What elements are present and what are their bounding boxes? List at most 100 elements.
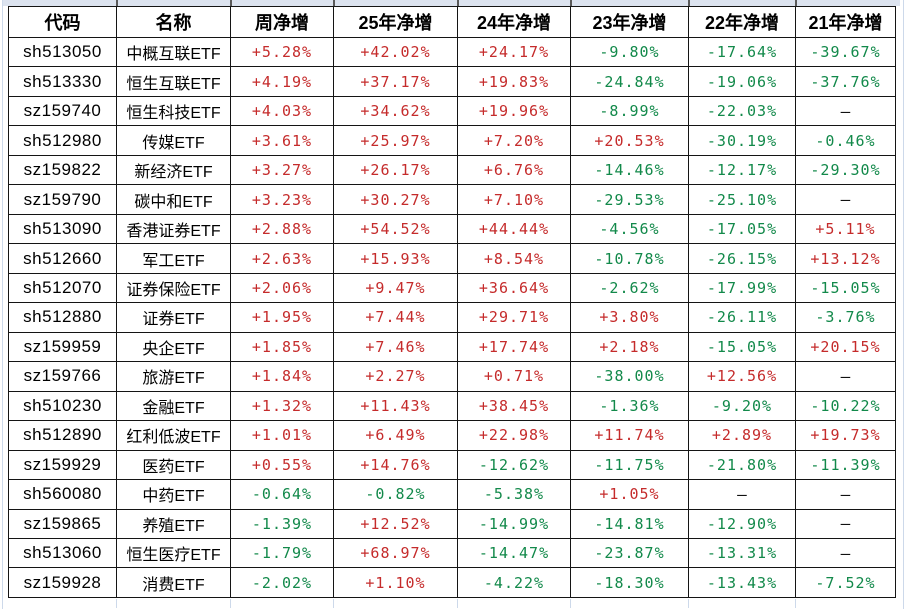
value-cell[interactable]: +34.62% bbox=[333, 95, 458, 127]
value-cell[interactable]: +26.17% bbox=[333, 154, 458, 186]
value-cell[interactable]: +7.44% bbox=[333, 302, 458, 333]
value-cell[interactable]: +54.52% bbox=[333, 213, 458, 245]
value-cell[interactable]: +3.80% bbox=[570, 302, 689, 333]
value-cell[interactable]: -0.64% bbox=[230, 479, 334, 510]
value-cell[interactable]: -15.05% bbox=[688, 331, 796, 363]
value-cell[interactable]: +2.88% bbox=[230, 213, 334, 245]
value-cell[interactable]: -19.06% bbox=[688, 66, 796, 97]
value-cell[interactable]: +1.95% bbox=[230, 302, 334, 333]
value-cell[interactable]: -14.99% bbox=[457, 508, 571, 539]
column-header-3[interactable]: 25年净增 bbox=[333, 6, 458, 38]
etf-name-cell[interactable]: 红利低波ETF bbox=[116, 420, 231, 451]
value-cell[interactable]: +1.84% bbox=[230, 361, 334, 392]
value-cell[interactable]: +20.53% bbox=[570, 125, 689, 156]
value-cell[interactable]: -17.05% bbox=[688, 213, 796, 245]
etf-name-cell[interactable]: 军工ETF bbox=[116, 243, 231, 274]
value-cell[interactable]: — bbox=[795, 184, 896, 215]
etf-name-cell[interactable]: 旅游ETF bbox=[116, 361, 231, 392]
column-header-2[interactable]: 周净增 bbox=[230, 6, 334, 38]
value-cell[interactable]: +13.12% bbox=[795, 243, 896, 274]
value-cell[interactable]: -13.31% bbox=[688, 537, 796, 569]
etf-name-cell[interactable]: 恒生科技ETF bbox=[116, 95, 231, 127]
value-cell[interactable]: -1.39% bbox=[230, 508, 334, 539]
value-cell[interactable]: -14.81% bbox=[570, 508, 689, 539]
value-cell[interactable]: -29.53% bbox=[570, 184, 689, 215]
value-cell[interactable]: -2.62% bbox=[570, 272, 689, 304]
value-cell[interactable]: +7.20% bbox=[457, 125, 571, 156]
value-cell[interactable]: +1.01% bbox=[230, 420, 334, 451]
value-cell[interactable]: +1.32% bbox=[230, 390, 334, 422]
column-header-6[interactable]: 22年净增 bbox=[688, 6, 796, 38]
value-cell[interactable]: — bbox=[688, 479, 796, 510]
value-cell[interactable]: -4.56% bbox=[570, 213, 689, 245]
column-header-0[interactable]: 代码 bbox=[8, 6, 117, 38]
value-cell[interactable]: +20.15% bbox=[795, 331, 896, 363]
value-cell[interactable]: +2.27% bbox=[333, 361, 458, 392]
value-cell[interactable]: +1.10% bbox=[333, 567, 458, 598]
value-cell[interactable]: -26.15% bbox=[688, 243, 796, 274]
value-cell[interactable]: -9.20% bbox=[688, 390, 796, 422]
etf-name-cell[interactable]: 养殖ETF bbox=[116, 508, 231, 539]
column-header-4[interactable]: 24年净增 bbox=[457, 6, 571, 38]
etf-name-cell[interactable]: 金融ETF bbox=[116, 390, 231, 422]
etf-name-cell[interactable]: 消费ETF bbox=[116, 567, 231, 598]
value-cell[interactable]: -21.80% bbox=[688, 449, 796, 481]
value-cell[interactable]: +19.73% bbox=[795, 420, 896, 451]
value-cell[interactable]: +37.17% bbox=[333, 66, 458, 97]
value-cell[interactable]: -7.52% bbox=[795, 567, 896, 598]
value-cell[interactable]: -11.75% bbox=[570, 449, 689, 481]
value-cell[interactable]: +6.76% bbox=[457, 154, 571, 186]
value-cell[interactable]: -17.99% bbox=[688, 272, 796, 304]
etf-code-cell[interactable]: sh512880 bbox=[8, 302, 117, 333]
value-cell[interactable]: -4.22% bbox=[457, 567, 571, 598]
column-header-1[interactable]: 名称 bbox=[116, 6, 231, 38]
etf-code-cell[interactable]: sh512070 bbox=[8, 272, 117, 304]
value-cell[interactable]: -12.90% bbox=[688, 508, 796, 539]
value-cell[interactable]: -1.36% bbox=[570, 390, 689, 422]
value-cell[interactable]: +22.98% bbox=[457, 420, 571, 451]
etf-code-cell[interactable]: sh560080 bbox=[8, 479, 117, 510]
value-cell[interactable]: +2.06% bbox=[230, 272, 334, 304]
etf-name-cell[interactable]: 中概互联ETF bbox=[116, 36, 231, 68]
etf-name-cell[interactable]: 证券ETF bbox=[116, 302, 231, 333]
value-cell[interactable]: +7.10% bbox=[457, 184, 571, 215]
value-cell[interactable]: +9.47% bbox=[333, 272, 458, 304]
value-cell[interactable]: -1.79% bbox=[230, 537, 334, 569]
value-cell[interactable]: -9.80% bbox=[570, 36, 689, 68]
value-cell[interactable]: +12.56% bbox=[688, 361, 796, 392]
value-cell[interactable]: -29.30% bbox=[795, 154, 896, 186]
etf-code-cell[interactable]: sh513090 bbox=[8, 213, 117, 245]
value-cell[interactable]: +30.27% bbox=[333, 184, 458, 215]
value-cell[interactable]: -18.30% bbox=[570, 567, 689, 598]
etf-code-cell[interactable]: sh513060 bbox=[8, 537, 117, 569]
value-cell[interactable]: -23.87% bbox=[570, 537, 689, 569]
value-cell[interactable]: +5.11% bbox=[795, 213, 896, 245]
value-cell[interactable]: +19.96% bbox=[457, 95, 571, 127]
value-cell[interactable]: -12.17% bbox=[688, 154, 796, 186]
value-cell[interactable]: +3.23% bbox=[230, 184, 334, 215]
value-cell[interactable]: -10.22% bbox=[795, 390, 896, 422]
etf-code-cell[interactable]: sh512980 bbox=[8, 125, 117, 156]
value-cell[interactable]: +14.76% bbox=[333, 449, 458, 481]
value-cell[interactable]: +7.46% bbox=[333, 331, 458, 363]
etf-name-cell[interactable]: 中药ETF bbox=[116, 479, 231, 510]
value-cell[interactable]: +11.43% bbox=[333, 390, 458, 422]
value-cell[interactable]: — bbox=[795, 479, 896, 510]
value-cell[interactable]: +36.64% bbox=[457, 272, 571, 304]
value-cell[interactable]: — bbox=[795, 508, 896, 539]
column-header-5[interactable]: 23年净增 bbox=[570, 6, 689, 38]
value-cell[interactable]: +1.05% bbox=[570, 479, 689, 510]
etf-code-cell[interactable]: sh513050 bbox=[8, 36, 117, 68]
value-cell[interactable]: +3.27% bbox=[230, 154, 334, 186]
value-cell[interactable]: -2.02% bbox=[230, 567, 334, 598]
value-cell[interactable]: -13.43% bbox=[688, 567, 796, 598]
etf-code-cell[interactable]: sh513330 bbox=[8, 66, 117, 97]
value-cell[interactable]: -8.99% bbox=[570, 95, 689, 127]
etf-code-cell[interactable]: sh512890 bbox=[8, 420, 117, 451]
etf-name-cell[interactable]: 医药ETF bbox=[116, 449, 231, 481]
value-cell[interactable]: +1.85% bbox=[230, 331, 334, 363]
etf-code-cell[interactable]: sz159959 bbox=[8, 331, 117, 363]
value-cell[interactable]: +2.18% bbox=[570, 331, 689, 363]
value-cell[interactable]: +29.71% bbox=[457, 302, 571, 333]
etf-name-cell[interactable]: 证券保险ETF bbox=[116, 272, 231, 304]
